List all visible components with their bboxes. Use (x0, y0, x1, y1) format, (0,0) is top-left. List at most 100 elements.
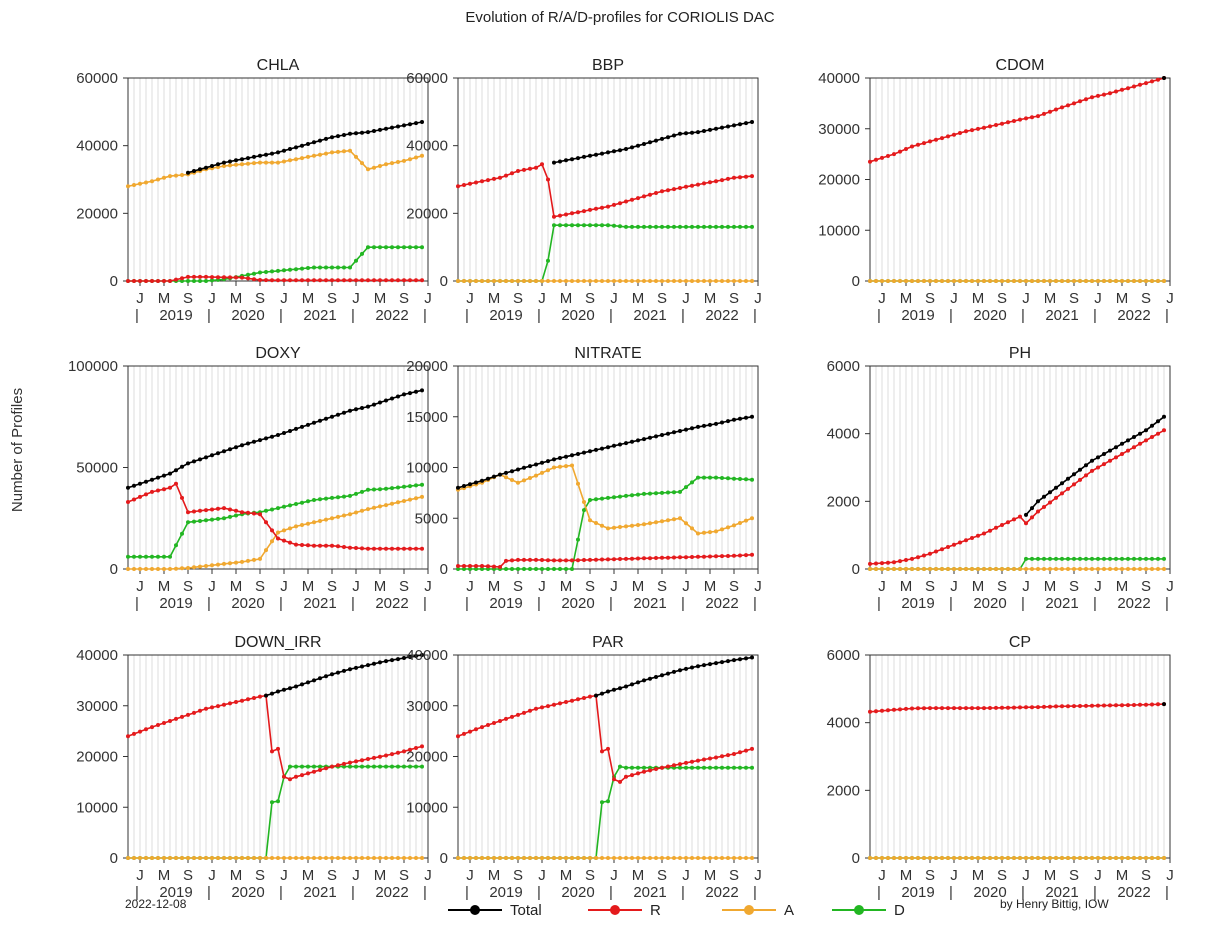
data-point (570, 558, 574, 563)
data-point (402, 656, 406, 660)
data-point (558, 701, 562, 706)
data-point (270, 160, 274, 165)
data-point (306, 422, 310, 427)
data-point (360, 406, 364, 410)
data-point (420, 153, 424, 158)
data-point (522, 567, 526, 571)
data-point (282, 774, 286, 779)
data-point (462, 731, 466, 736)
y-tick-label: 30000 (76, 698, 118, 715)
data-point (702, 181, 706, 186)
data-point (1054, 495, 1058, 500)
data-point (570, 223, 574, 228)
data-point (1054, 704, 1058, 709)
data-point (612, 202, 616, 207)
data-point (1048, 856, 1052, 860)
data-point (174, 856, 178, 860)
data-point (886, 856, 890, 860)
data-point (312, 420, 316, 425)
data-point (408, 484, 412, 489)
data-point (744, 765, 748, 770)
data-point (630, 523, 634, 528)
data-point (540, 567, 544, 571)
year-separator: | (423, 884, 427, 901)
data-point (1114, 567, 1118, 571)
year-label: 2020 (231, 884, 264, 901)
data-point (970, 856, 974, 860)
data-point (336, 544, 340, 549)
data-point (342, 410, 346, 415)
data-point (354, 764, 358, 769)
data-point (708, 475, 712, 480)
data-point (258, 278, 262, 282)
credit-label: by Henry Bittig, IOW (1000, 897, 1109, 911)
data-point (630, 856, 634, 860)
data-point (1060, 491, 1064, 496)
data-point (672, 517, 676, 522)
data-point (1048, 704, 1052, 709)
data-point (360, 278, 364, 283)
data-point (1162, 414, 1166, 419)
x-tick-label: S (255, 578, 265, 595)
data-point (606, 204, 610, 209)
data-point (642, 556, 646, 561)
x-tick-label: S (327, 578, 337, 595)
data-point (192, 710, 196, 715)
data-point (994, 567, 998, 571)
data-point (970, 279, 974, 283)
data-point (204, 518, 208, 523)
data-point (372, 278, 376, 283)
data-point (868, 561, 872, 566)
data-point (366, 130, 370, 135)
data-point (240, 510, 244, 515)
data-point (714, 279, 718, 283)
data-point (396, 245, 400, 250)
data-point (672, 430, 676, 435)
data-point (156, 177, 160, 182)
data-point (1150, 856, 1154, 860)
data-point (1030, 515, 1034, 520)
year-separator: | (423, 595, 427, 612)
data-point (402, 856, 406, 860)
data-point (300, 156, 304, 161)
data-point (396, 764, 400, 769)
data-point (726, 176, 730, 181)
data-point (336, 495, 340, 500)
y-tick-label: 30000 (406, 698, 448, 715)
data-point (750, 856, 754, 860)
data-point (684, 521, 688, 526)
data-point (294, 145, 298, 150)
data-point (312, 769, 316, 774)
data-point (744, 224, 748, 229)
x-tick-label: J (208, 290, 216, 307)
x-tick-label: M (1044, 290, 1057, 307)
data-point (678, 668, 682, 673)
data-point (708, 765, 712, 770)
x-tick-label: S (1069, 290, 1079, 307)
data-point (1090, 856, 1094, 860)
data-point (690, 183, 694, 188)
data-point (234, 560, 238, 565)
data-point (708, 856, 712, 860)
data-point (360, 856, 364, 860)
data-point (222, 506, 226, 511)
data-point (1042, 279, 1046, 283)
data-point (934, 567, 938, 571)
data-point (396, 485, 400, 490)
data-point (612, 557, 616, 562)
x-tick-label: S (255, 867, 265, 884)
data-point (624, 199, 628, 204)
data-point (264, 856, 268, 860)
data-point (270, 507, 274, 512)
x-tick-label: J (1022, 290, 1030, 307)
data-point (738, 175, 742, 180)
y-tick-label: 20000 (818, 172, 860, 189)
x-tick-label: J (754, 290, 762, 307)
legend: Total R A D (448, 902, 905, 919)
data-point (910, 144, 914, 149)
data-point (1132, 435, 1136, 439)
data-point (480, 279, 484, 283)
data-point (348, 131, 352, 136)
data-point (1006, 856, 1010, 860)
